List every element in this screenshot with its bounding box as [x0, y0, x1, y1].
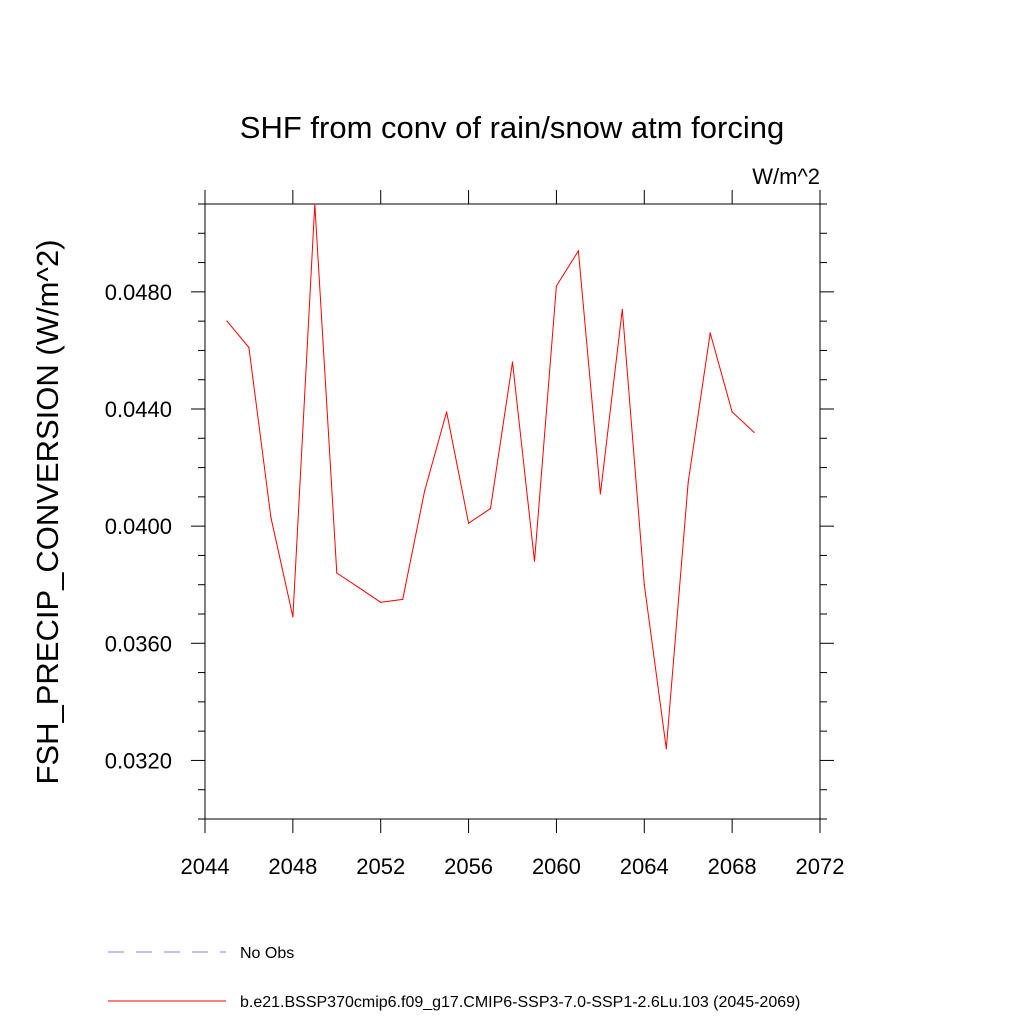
data-point	[270, 516, 272, 518]
data-point	[380, 601, 382, 603]
x-tick-label: 2048	[268, 854, 317, 879]
data-point	[687, 481, 689, 483]
data-point	[621, 308, 623, 311]
x-tick-label: 2072	[796, 854, 845, 879]
x-tick-label: 2044	[181, 854, 230, 879]
y-tick-label: 0.0360	[105, 631, 172, 656]
data-point	[555, 285, 558, 287]
data-point	[446, 411, 448, 413]
x-tick-label: 2068	[708, 854, 757, 879]
data-point	[665, 748, 667, 750]
data-point	[577, 250, 579, 252]
data-point	[467, 522, 470, 524]
legend-label: No Obs	[240, 945, 294, 962]
y-tick-label: 0.0400	[105, 514, 172, 539]
units-label: W/m^2	[752, 164, 820, 189]
x-tick-label: 2056	[444, 854, 493, 879]
data-point	[599, 493, 601, 495]
x-tick-label: 2052	[356, 854, 405, 879]
data-point	[533, 560, 536, 562]
y-tick-labels: 0.0320 0.0360 0.0400 0.0440 0.0480	[105, 280, 172, 774]
data-point	[753, 431, 755, 434]
data-point	[226, 320, 228, 322]
series-line	[226, 203, 755, 749]
axis-ticks	[191, 190, 834, 833]
y-tick-label: 0.0320	[105, 748, 172, 773]
chart-title: SHF from conv of rain/snow atm forcing	[240, 110, 784, 145]
x-tick-labels: 2044 2048 2052 2056 2060 2064 2068 2072	[181, 854, 845, 879]
data-point	[402, 598, 404, 600]
data-point	[489, 507, 492, 510]
legend-label: b.e21.BSSP370cmip6.f09_g17.CMIP6-SSP3-7.…	[240, 994, 800, 1011]
data-point	[336, 572, 338, 574]
data-point	[731, 411, 733, 413]
y-axis-title: FSH_PRECIP_CONVERSION (W/m^2)	[30, 239, 65, 784]
data-point	[358, 587, 360, 589]
x-tick-label: 2060	[532, 854, 581, 879]
y-tick-label: 0.0440	[105, 397, 172, 422]
data-point	[511, 361, 514, 363]
data-point	[709, 332, 711, 334]
plot-frame	[204, 203, 821, 820]
data-point	[314, 203, 316, 205]
x-tick-label: 2064	[620, 854, 669, 879]
data-point	[248, 346, 250, 349]
data-point	[643, 584, 645, 586]
legend: No Obs b.e21.BSSP370cmip6.f09_g17.CMIP6-S…	[108, 945, 800, 1011]
data-point	[292, 616, 294, 618]
series-layer	[226, 203, 755, 750]
y-tick-label: 0.0480	[105, 280, 172, 305]
data-point	[424, 490, 426, 492]
